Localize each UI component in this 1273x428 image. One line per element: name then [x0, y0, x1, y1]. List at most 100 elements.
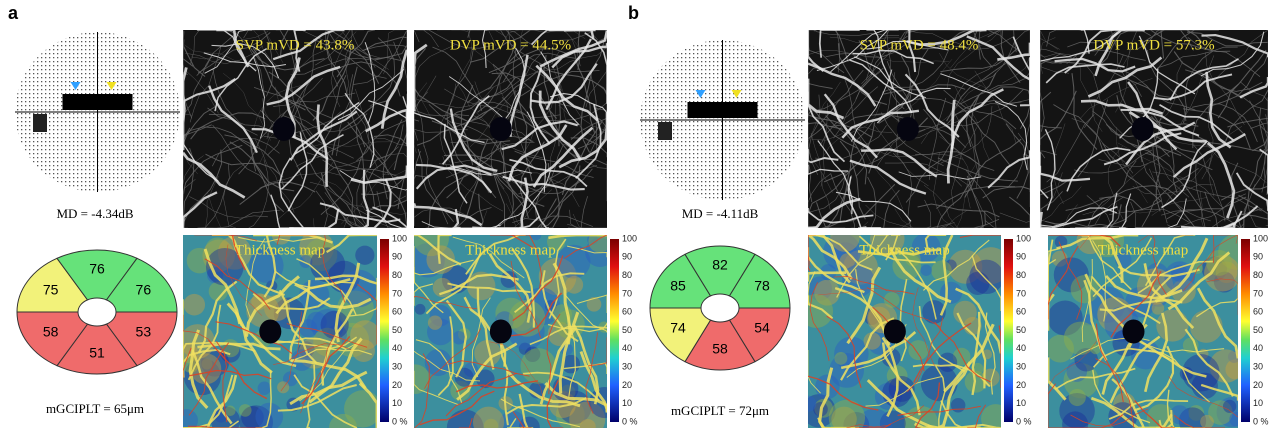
- field-defect: [658, 122, 672, 140]
- thickness-map: Thickness map: [175, 226, 381, 428]
- sector-value: 58: [43, 324, 59, 340]
- image-content: [414, 30, 607, 228]
- sector-value: 75: [43, 282, 59, 298]
- color-bar-tick-label: 90: [1016, 252, 1026, 262]
- thickness-patch: [565, 276, 583, 294]
- figure: aMD = -4.34dB757676535158mGCIPLT = 65μmS…: [0, 0, 1273, 428]
- page: aMD = -4.34dB757676535158mGCIPLT = 65μmS…: [0, 0, 1273, 428]
- color-bar-tick-label: 10: [392, 398, 402, 408]
- fovea: [490, 117, 512, 141]
- color-bar: [1004, 239, 1013, 422]
- color-bar-tick-label: 0 %: [622, 416, 638, 426]
- thickness-patch: [953, 301, 977, 325]
- sector-value: 76: [89, 261, 105, 277]
- vessel: [808, 227, 817, 228]
- color-bar-tick-label: 30: [392, 361, 402, 371]
- thickness-map: Thickness map: [400, 220, 620, 428]
- sector-value: 85: [670, 278, 686, 294]
- fovea: [1132, 117, 1154, 141]
- color-bar-tick-label: 30: [622, 361, 632, 371]
- thickness-patch: [588, 230, 610, 252]
- color-bar-tick-label: 20: [1016, 380, 1026, 390]
- color-bar: [380, 239, 389, 422]
- image-content: [183, 30, 407, 228]
- thickness-patch: [258, 382, 271, 395]
- color-bar-tick-label: 0 %: [1016, 416, 1032, 426]
- color-bar-tick-label: 40: [392, 343, 402, 353]
- thickness-patch: [452, 331, 466, 345]
- color-bar-tick-label: 60: [622, 307, 632, 317]
- thickness-patch: [1156, 309, 1188, 341]
- image-label: Thickness map: [1098, 242, 1188, 258]
- thickness-map: Thickness map: [1046, 223, 1254, 428]
- color-bar-tick-label: 0 %: [1253, 416, 1269, 426]
- thickness-patch: [531, 230, 542, 241]
- thickness-patch: [1223, 400, 1236, 413]
- image-label: DVP mVD = 57.3%: [1093, 37, 1214, 53]
- thickness-patch: [834, 352, 847, 365]
- color-bar-tick-label: 80: [1253, 270, 1263, 280]
- fovea: [884, 320, 906, 344]
- color-bar-tick-label: 60: [392, 307, 402, 317]
- thickness-patch: [1190, 310, 1223, 343]
- color-bar-tick-label: 80: [392, 270, 402, 280]
- color-bar-tick-label: 90: [1253, 252, 1263, 262]
- color-bar-tick-label: 70: [1016, 288, 1026, 298]
- image-content: [808, 30, 1030, 228]
- thickness-patch: [239, 404, 252, 417]
- image-label: Thickness map: [859, 242, 949, 258]
- fovea: [259, 320, 281, 344]
- thickness-patch: [587, 297, 602, 312]
- sector-value: 53: [136, 324, 152, 340]
- color-bar-tick-label: 10: [1016, 398, 1026, 408]
- fovea: [490, 320, 512, 344]
- thickness-patch: [355, 246, 374, 265]
- sector-value: 82: [712, 257, 728, 273]
- sector-value: 78: [754, 278, 770, 294]
- image-label: SVP mVD = 48.4%: [860, 37, 979, 53]
- color-bar-tick-label: 100: [622, 233, 637, 243]
- color-bar-tick-label: 60: [1253, 307, 1263, 317]
- mgciplt-text: mGCIPLT = 72μm: [671, 403, 769, 418]
- color-bar-tick-label: 20: [392, 380, 402, 390]
- thickness-patch: [800, 396, 816, 412]
- thickness-patch: [277, 381, 289, 393]
- color-bar-tick-label: 50: [1253, 325, 1263, 335]
- color-bar: [610, 239, 619, 422]
- thickness-patch: [509, 300, 546, 337]
- color-bar-tick-label: 40: [1253, 343, 1263, 353]
- image-label: SVP mVD = 43.8%: [236, 37, 355, 53]
- color-bar-tick-label: 30: [1253, 361, 1263, 371]
- thickness-patch: [428, 315, 442, 329]
- color-bar-tick-label: 80: [622, 270, 632, 280]
- color-bar-tick-label: 30: [1016, 361, 1026, 371]
- thickness-patch: [415, 304, 426, 315]
- color-bar-tick-label: 40: [1016, 343, 1026, 353]
- md-text: MD = -4.34dB: [56, 206, 133, 221]
- thickness-map: Thickness map: [799, 222, 1010, 428]
- color-bar-tick-label: 10: [1253, 398, 1263, 408]
- color-bar-tick-label: 20: [622, 380, 632, 390]
- fovea: [1123, 320, 1145, 344]
- color-bar-tick-label: 80: [1016, 270, 1026, 280]
- sector-value: 54: [754, 320, 770, 336]
- angiogram-image: DVP mVD = 44.5%: [414, 30, 607, 228]
- image-content: [1040, 30, 1268, 228]
- color-bar: [1241, 239, 1250, 422]
- color-bar-tick-label: 90: [622, 252, 632, 262]
- fovea: [273, 117, 295, 141]
- thickness-patch: [1064, 322, 1097, 355]
- sector-value: 74: [670, 320, 686, 336]
- thickness-patch: [184, 294, 206, 316]
- color-bar-tick-label: 50: [392, 325, 402, 335]
- sector-value: 51: [89, 345, 105, 361]
- thickness-patch: [799, 294, 833, 328]
- angiogram-image: SVP mVD = 48.4%: [808, 30, 1030, 228]
- field-defect: [33, 114, 47, 132]
- mgciplt-text: mGCIPLT = 65μm: [46, 401, 144, 416]
- color-bar-tick-label: 90: [392, 252, 402, 262]
- thickness-patch: [225, 406, 235, 416]
- color-bar-tick-label: 70: [622, 288, 632, 298]
- angiogram-image: SVP mVD = 43.8%: [183, 30, 407, 228]
- image-label: Thickness map: [235, 242, 325, 258]
